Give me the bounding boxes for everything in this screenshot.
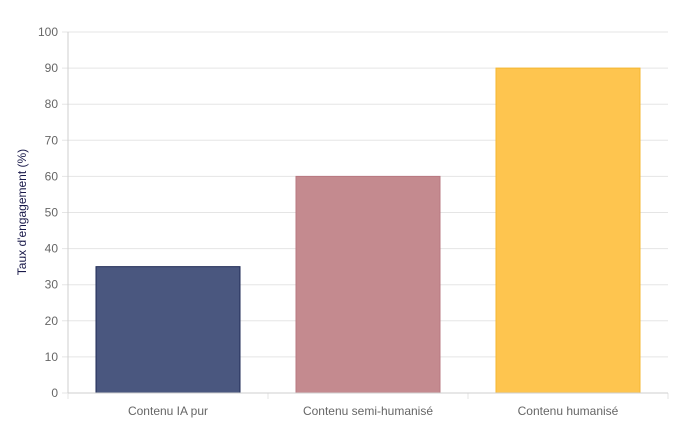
y-tick-label: 80 bbox=[45, 97, 59, 111]
bar bbox=[95, 266, 241, 394]
y-tick-label: 40 bbox=[45, 242, 59, 256]
x-tick-label: Contenu IA pur bbox=[128, 404, 208, 418]
y-tick-label: 60 bbox=[45, 169, 59, 183]
bar bbox=[295, 175, 441, 394]
y-tick-label: 50 bbox=[45, 206, 59, 220]
y-tick-label: 90 bbox=[45, 61, 59, 75]
x-axis-ticks: Contenu IA pur Contenu semi-humanisé Conte… bbox=[67, 392, 669, 418]
y-tick-label: 0 bbox=[51, 386, 58, 400]
y-axis-title: Taux d'engagement (%) bbox=[15, 149, 29, 275]
bar bbox=[495, 67, 641, 394]
y-tick-label: 10 bbox=[45, 350, 59, 364]
x-tick-label: Contenu semi-humanisé bbox=[303, 404, 433, 418]
y-tick-label: 30 bbox=[45, 278, 59, 292]
x-tick-label: Contenu humanisé bbox=[518, 404, 619, 418]
y-tick-label: 70 bbox=[45, 133, 59, 147]
y-tick-label: 100 bbox=[38, 25, 58, 39]
y-tick-label: 20 bbox=[45, 314, 59, 328]
bars bbox=[95, 67, 641, 394]
y-axis-ticks: 0 10 20 30 40 50 60 70 80 90 100 bbox=[38, 25, 58, 400]
